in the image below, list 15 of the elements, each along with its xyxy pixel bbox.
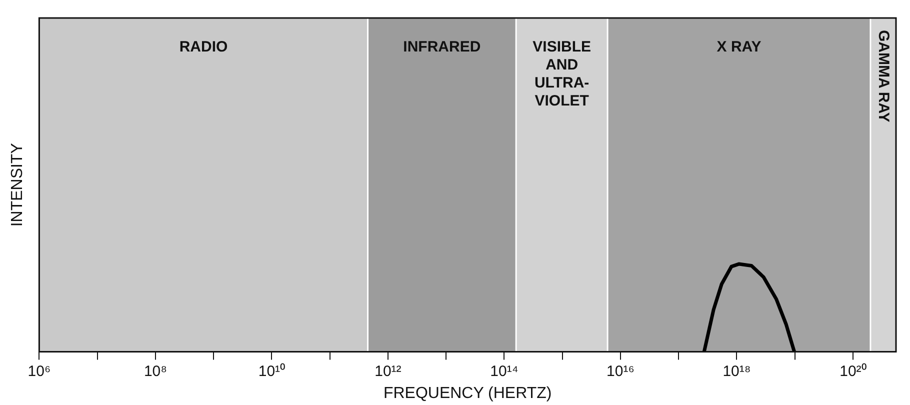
x-tick-label: 10⁸ xyxy=(144,362,167,380)
x-tick-label: 10¹⁴ xyxy=(490,362,518,380)
band-label: RADIO xyxy=(179,38,228,56)
x-tick-label: 10¹⁰ xyxy=(258,362,286,380)
band-label: GAMMA RAY xyxy=(875,30,892,122)
x-tick-label: 10¹⁶ xyxy=(606,362,634,380)
band-label: INFRARED xyxy=(403,38,481,56)
y-axis-title: INTENSITY xyxy=(9,142,26,227)
x-tick-label: 10⁶ xyxy=(28,362,51,380)
x-tick-label: 10¹⁸ xyxy=(722,362,751,380)
x-axis-title: FREQUENCY (HERTZ) xyxy=(383,384,552,402)
x-tick-label: 10¹² xyxy=(374,362,402,380)
x-tick-label: 10²⁰ xyxy=(840,362,866,380)
band-label: X RAY xyxy=(716,38,762,56)
band-label: VISIBLE AND ULTRA-VIOLET xyxy=(532,38,591,110)
